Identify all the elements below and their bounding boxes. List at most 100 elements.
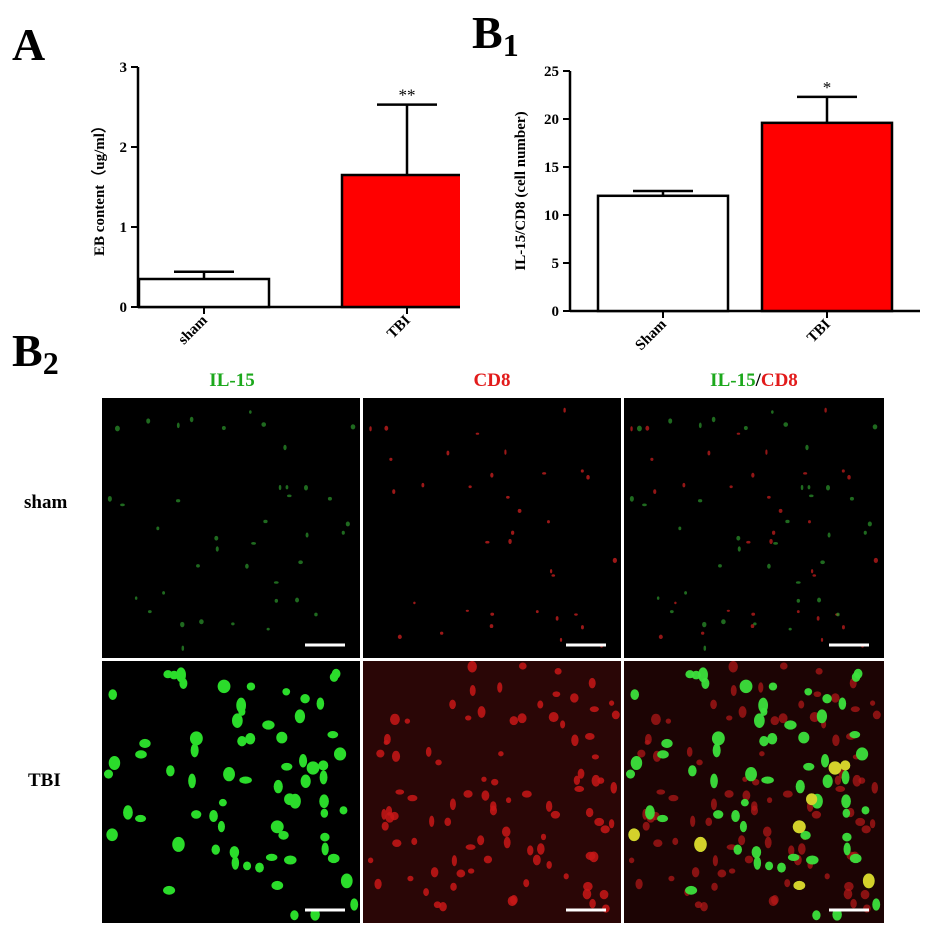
cell-cd8 [711, 882, 718, 891]
cell-il15 [319, 794, 329, 809]
cell-cd8 [521, 790, 532, 798]
cell-cd8 [537, 700, 544, 709]
cell-il15 [685, 885, 698, 895]
cell-cd8 [700, 902, 708, 912]
bar-tbi [760, 121, 894, 313]
cell-cd8 [803, 472, 808, 475]
cell-cd8 [391, 750, 401, 762]
cell-cd8 [628, 857, 635, 864]
cell-il15 [841, 770, 850, 785]
cell-cd8 [369, 426, 372, 432]
cell-cd8 [812, 574, 817, 577]
cell-cd8 [550, 810, 561, 819]
cell-il15 [821, 753, 830, 768]
cell-il15 [229, 846, 240, 859]
cell-il15 [698, 667, 708, 683]
cell-il15 [281, 762, 293, 771]
cell-il15 [215, 546, 219, 552]
cell-cd8 [668, 794, 679, 802]
cell-il15 [345, 521, 350, 527]
cell-il15 [812, 910, 821, 921]
cell-cd8 [766, 797, 773, 804]
cell-il15 [760, 707, 768, 716]
cell-cd8 [573, 775, 581, 786]
cell-cd8 [782, 790, 793, 798]
cell-il15 [196, 564, 200, 568]
cell-cd8 [642, 821, 650, 831]
cell-cd8 [650, 457, 654, 461]
cell-il15 [657, 750, 669, 759]
micrograph-sham-merge [624, 398, 884, 658]
cell-cd8 [585, 807, 594, 818]
cell-cd8 [841, 469, 845, 473]
cell-cd8 [560, 720, 566, 729]
cell-il15 [285, 485, 289, 490]
cell-il15 [271, 880, 284, 890]
chart-eb-content: 0 1 2 3 EB content（ug/ml） sham ** TBI [90, 60, 460, 348]
cell-cd8 [610, 781, 618, 794]
cell-il15 [711, 416, 716, 423]
cell-colocalized [862, 873, 875, 889]
cell-il15 [239, 776, 252, 784]
cell-cd8 [446, 450, 450, 456]
cell-cd8 [392, 489, 396, 494]
cell-cd8 [435, 759, 442, 766]
cell-il15 [181, 645, 185, 651]
cell-cd8 [591, 754, 599, 760]
cell-cd8 [407, 794, 418, 802]
cell-il15 [768, 682, 778, 691]
cell-cd8 [811, 810, 822, 819]
cell-cd8 [376, 749, 385, 758]
cell-il15 [273, 581, 279, 584]
cell-cd8 [384, 425, 389, 431]
micrograph-tbi-merge [624, 661, 884, 923]
cell-il15 [753, 622, 757, 626]
cell-cd8 [860, 889, 870, 900]
cell-il15 [176, 422, 180, 429]
micrograph-tbi-il15 [102, 661, 360, 923]
cell-il15 [134, 814, 147, 823]
cell-il15 [743, 426, 748, 431]
cell-il15 [796, 598, 801, 603]
cell-il15 [784, 720, 797, 730]
cell-colocalized [840, 760, 851, 771]
cell-il15 [855, 747, 869, 761]
cell-cd8 [583, 881, 593, 891]
cell-cd8 [810, 569, 814, 574]
cell-colocalized [694, 836, 707, 852]
bar-sham [137, 277, 271, 309]
cell-cd8 [599, 889, 609, 900]
cell-cd8 [449, 798, 456, 811]
cell-il15 [668, 418, 673, 424]
cell-cd8 [411, 837, 418, 846]
cell-il15 [217, 820, 225, 833]
cell-il15 [221, 426, 226, 431]
cell-cd8 [465, 844, 476, 850]
cell-cd8 [506, 495, 510, 499]
cell-il15 [872, 898, 881, 911]
cell-il15 [289, 793, 301, 809]
panel-label-b2: B2 [12, 325, 59, 381]
cell-cd8 [527, 845, 534, 856]
chart-il15-cd8-count: 0 5 10 15 20 25 IL-15/CD8 (cell number) Sham * TB… [513, 64, 920, 354]
cell-il15 [223, 767, 235, 782]
cell-il15 [753, 856, 762, 870]
cell-cd8 [485, 540, 490, 544]
cell-il15 [820, 560, 825, 565]
cell-il15 [274, 598, 279, 603]
cell-il15 [190, 743, 199, 758]
cell-cd8 [450, 882, 457, 891]
cell-cd8 [475, 432, 480, 435]
cell-il15 [843, 842, 851, 856]
cell-cd8 [765, 449, 768, 455]
cell-cd8 [582, 888, 592, 900]
cell-cd8 [585, 733, 595, 740]
cell-il15 [199, 619, 204, 625]
cell-il15 [108, 689, 118, 700]
cell-cd8 [490, 612, 495, 616]
cell-cd8 [635, 878, 643, 890]
cell-cd8 [686, 746, 693, 757]
cell-cd8 [771, 895, 779, 905]
cell-cd8 [820, 637, 824, 642]
cell-il15 [783, 422, 789, 427]
